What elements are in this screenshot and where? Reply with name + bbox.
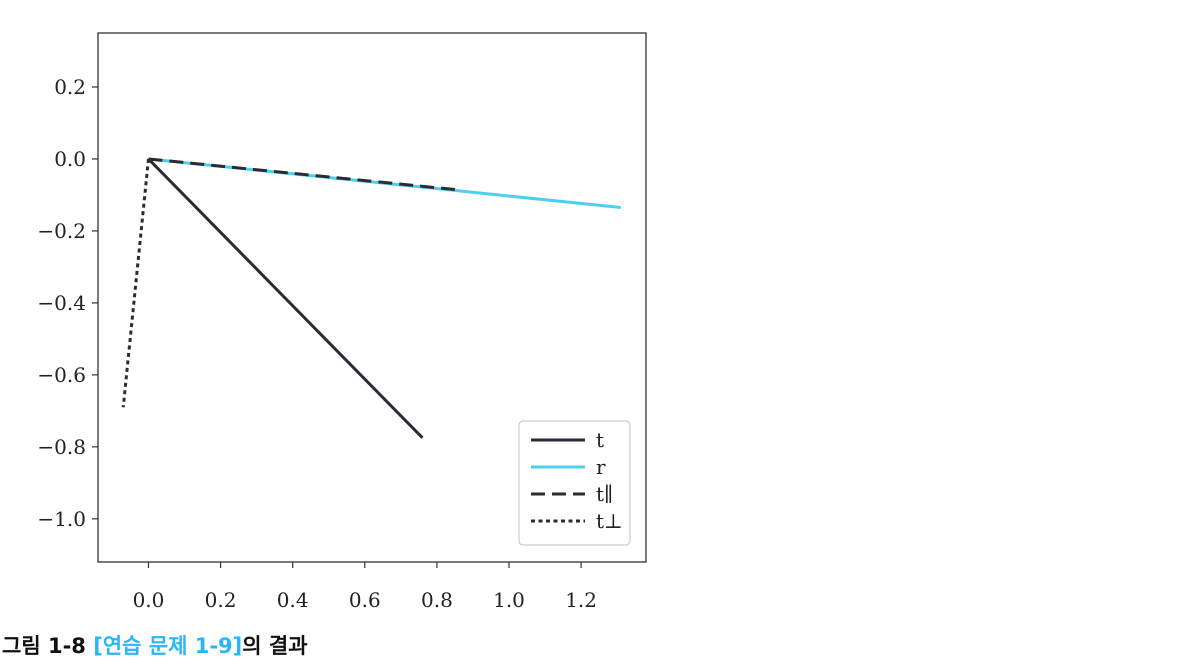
legend-label-t-perp: t⊥: [596, 509, 623, 533]
y-tick-label: −0.2: [37, 219, 86, 243]
x-tick-label: 0.2: [205, 588, 237, 612]
legend-box: [518, 420, 631, 546]
y-tick-label: 0.2: [54, 75, 86, 99]
plot-frame: [97, 32, 647, 563]
chart: 0.20.0−0.2−0.4−0.6−0.8−1.0 0.0 0.2 0.4 0.6 0…: [37, 32, 647, 612]
legend-label-r: r: [596, 455, 606, 479]
legend: tr t∥ t⊥: [518, 420, 631, 546]
y-tick-label: −0.8: [37, 435, 86, 459]
legend-label-t: t: [596, 428, 604, 452]
x-tick-label: 0.4: [277, 588, 309, 612]
y-axis: 0.2 0.0 −0.2 −0.4 −0.6 −0.8 −1.0: [37, 75, 98, 531]
y-tick-label: 0.0: [54, 147, 86, 171]
caption-prefix: 그림 1-8: [2, 634, 94, 658]
x-axis: 0.0 0.2 0.4 0.6 0.8 1.0 1.2: [133, 562, 597, 612]
plot-lines: [121, 157, 621, 439]
x-tick-label: 1.0: [493, 588, 525, 612]
caption-suffix: 의 결과: [242, 634, 308, 658]
series-line-t: [147, 157, 424, 439]
y-tick-label: −0.4: [37, 291, 86, 315]
legend-label-t-parallel: t∥: [596, 482, 613, 506]
figure-caption: 그림 1-8 [연습 문제 1-9]의 결과: [2, 630, 308, 660]
x-tick-label: 1.2: [565, 588, 597, 612]
x-tick-label: 0.6: [349, 588, 381, 612]
x-tick-label: 0.0: [133, 588, 165, 612]
x-tick-label: 0.8: [421, 588, 453, 612]
y-tick-label: −1.0: [37, 507, 86, 531]
caption-reference: [연습 문제 1-9]: [93, 634, 243, 658]
series-line-t-parallel: [148, 157, 456, 192]
y-tick-label: −0.6: [37, 363, 86, 387]
series-line-t-perp: [121, 158, 150, 408]
